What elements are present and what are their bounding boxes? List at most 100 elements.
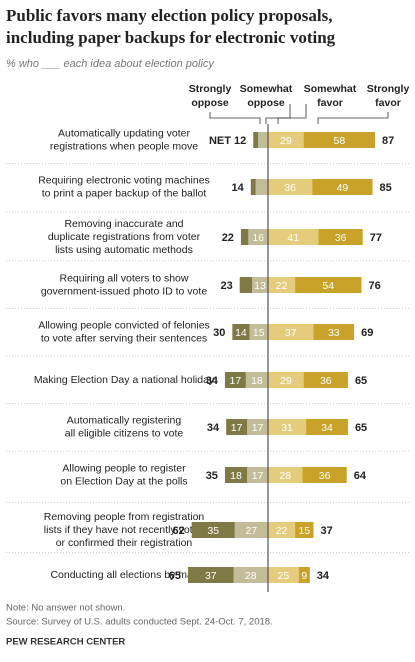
category-label: Requiring electronic voting machines: [38, 174, 210, 186]
net-oppose-label: 14: [232, 182, 245, 194]
note: Source: Survey of U.S. adults conducted …: [6, 617, 273, 628]
legend-pointer: [209, 112, 261, 124]
bar-segment: [306, 419, 348, 435]
bar-segment: [224, 372, 246, 388]
bar-segment: [232, 324, 250, 340]
segment-label: 36: [284, 182, 296, 194]
legend-label: Strongly oppose: [189, 83, 232, 109]
category-label: registrations when people move: [50, 140, 198, 152]
segment-label: 22: [276, 525, 288, 537]
chart-title: Public favors many election policy propo…: [6, 6, 332, 25]
net-oppose-label: 34: [207, 422, 220, 434]
segment-label: 17: [252, 470, 264, 482]
bar-segment: [239, 277, 253, 293]
bar-segment: [253, 132, 259, 148]
segment-label: 54: [322, 280, 334, 292]
bar-segment: [258, 132, 268, 148]
bar-segment: [268, 179, 313, 195]
bar-segment: [240, 229, 249, 245]
bar-segment: [268, 277, 296, 293]
segment-label: 41: [287, 232, 299, 244]
category-label: Requiring all voters to show: [60, 272, 189, 284]
segment-label: 17: [230, 375, 242, 387]
segment-label: 29: [280, 135, 292, 147]
segment-label: 35: [207, 525, 219, 537]
legend-label: Somewhat oppose: [240, 83, 293, 109]
segment-label: 49: [337, 182, 349, 194]
bar-segment: [255, 179, 268, 195]
segment-label: 31: [281, 422, 293, 434]
segment-label: 33: [328, 327, 340, 339]
bar-segment: [268, 132, 304, 148]
chart-subtitle: % who ___ each idea about election polic…: [6, 58, 215, 70]
net-favor-label: 76: [368, 280, 380, 292]
net-oppose-label: NET 12: [209, 135, 246, 147]
category-label: Allowing people convicted of felonies: [38, 319, 210, 331]
legend-label: Strongly favor: [367, 83, 410, 109]
category-label: Automatically updating voter: [58, 127, 190, 139]
bar-segment: [245, 372, 268, 388]
bar-segment: [268, 419, 307, 435]
bar-segment: [298, 567, 310, 583]
bar-segment: [268, 467, 303, 483]
bar-segment: [248, 229, 268, 245]
category-label: duplicate registrations from voter: [48, 231, 201, 243]
segment-label: 27: [246, 525, 258, 537]
segment-label: 36: [319, 470, 331, 482]
category-label: government-issued photo ID to vote: [41, 285, 208, 297]
segment-label: 36: [335, 232, 347, 244]
net-oppose-label: 34: [206, 375, 219, 387]
category-label: to print a paper backup of the ballot: [42, 187, 207, 199]
segment-label: 29: [280, 375, 292, 387]
net-favor-label: 77: [370, 232, 382, 244]
segment-label: 14: [235, 327, 247, 339]
bar-segment: [233, 567, 268, 583]
segment-label: 17: [231, 422, 243, 434]
segment-label: 18: [251, 375, 263, 387]
segment-label: 18: [230, 470, 242, 482]
bar-segment: [295, 277, 362, 293]
category-label: or confirmed their registration: [56, 537, 193, 549]
bar-segment: [252, 277, 268, 293]
category-label: to vote after serving their sentences: [41, 332, 207, 344]
net-favor-label: 34: [317, 570, 330, 582]
category-label: Automatically registering: [67, 414, 182, 426]
net-favor-label: 87: [382, 135, 394, 147]
net-favor-label: 64: [354, 470, 367, 482]
category-label: lists using automatic methods: [55, 244, 193, 256]
category-label: Making Election Day a national holiday: [34, 374, 215, 386]
bar-segment: [313, 324, 355, 340]
legend-label: Somewhat favor: [304, 83, 357, 109]
bar-segment: [268, 229, 319, 245]
segment-label: 16: [252, 232, 264, 244]
category-label: on Election Day at the polls: [60, 475, 187, 487]
segment-label: 17: [252, 422, 264, 434]
legend-pointer: [277, 104, 307, 124]
bar-segment: [303, 132, 376, 148]
category-label: Removing people from registration: [44, 511, 205, 523]
bar-segment: [250, 179, 256, 195]
bar-segment: [224, 467, 248, 483]
bar-segment: [247, 419, 268, 435]
bar-segment: [188, 567, 234, 583]
segment-label: 25: [278, 570, 290, 582]
bar-segment: [249, 324, 268, 340]
bar-segment: [303, 372, 348, 388]
category-label: Conducting all elections by mail: [50, 569, 197, 581]
bar-segment: [247, 467, 268, 483]
category-label: lists if they have not recently voted: [44, 524, 205, 536]
category-label: Removing inaccurate and: [64, 218, 183, 230]
segment-label: 15: [253, 327, 265, 339]
bar-segment: [268, 567, 299, 583]
net-favor-label: 85: [380, 182, 392, 194]
segment-label: 34: [321, 422, 333, 434]
net-oppose-label: 22: [222, 232, 234, 244]
net-oppose-label: 23: [220, 280, 232, 292]
category-label: Allowing people to register: [62, 462, 186, 474]
segment-label: 28: [279, 470, 291, 482]
net-oppose-label: 62: [172, 525, 184, 537]
bar-segment: [268, 324, 314, 340]
bar-segment: [268, 372, 304, 388]
segment-label: 36: [320, 375, 332, 387]
